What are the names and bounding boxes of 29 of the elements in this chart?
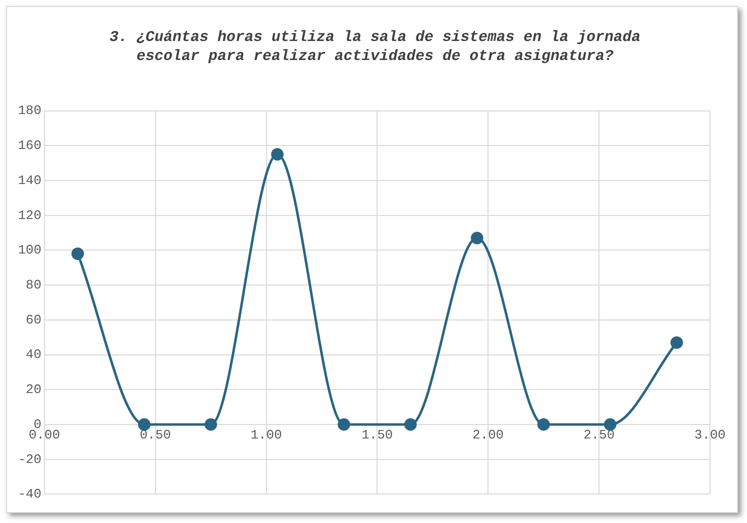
- y-tick-label: 40: [26, 347, 42, 362]
- x-tick-label: 1.00: [250, 428, 282, 443]
- point: [604, 418, 616, 431]
- x-tick-label: 2.50: [583, 428, 615, 443]
- point: [71, 247, 84, 260]
- y-tick-label: 80: [26, 278, 42, 293]
- x-tick-label: 3.00: [694, 428, 726, 443]
- point: [537, 418, 550, 431]
- x-tick-label: 0.50: [140, 428, 171, 443]
- y-tick-label: 140: [18, 172, 42, 188]
- point: [271, 148, 284, 161]
- y-tick-label: 20: [26, 382, 42, 398]
- x-tick-label: 2.00: [472, 428, 504, 443]
- y-tick-label: 60: [26, 312, 42, 328]
- y-tick-label: -40: [18, 486, 42, 502]
- point: [138, 418, 150, 431]
- y-tick-label: -20: [18, 452, 42, 467]
- x-tick-label: 0.00: [28, 428, 60, 443]
- point: [670, 336, 683, 349]
- y-tick-label: 160: [18, 138, 42, 154]
- y-tick-label: 120: [18, 208, 42, 223]
- y-tick-label: 180: [18, 103, 42, 118]
- y-tick-label: 100: [18, 242, 42, 258]
- point: [470, 232, 484, 244]
- chart-title: 3. ¿Cuántas horas utiliza la sala de sistemas en la jornada escolar para realizar actividades de otra asignatura?: [108, 28, 642, 66]
- point: [404, 418, 417, 431]
- x-tick-label: 1.50: [362, 428, 393, 443]
- point: [338, 418, 350, 431]
- point: [204, 418, 218, 431]
